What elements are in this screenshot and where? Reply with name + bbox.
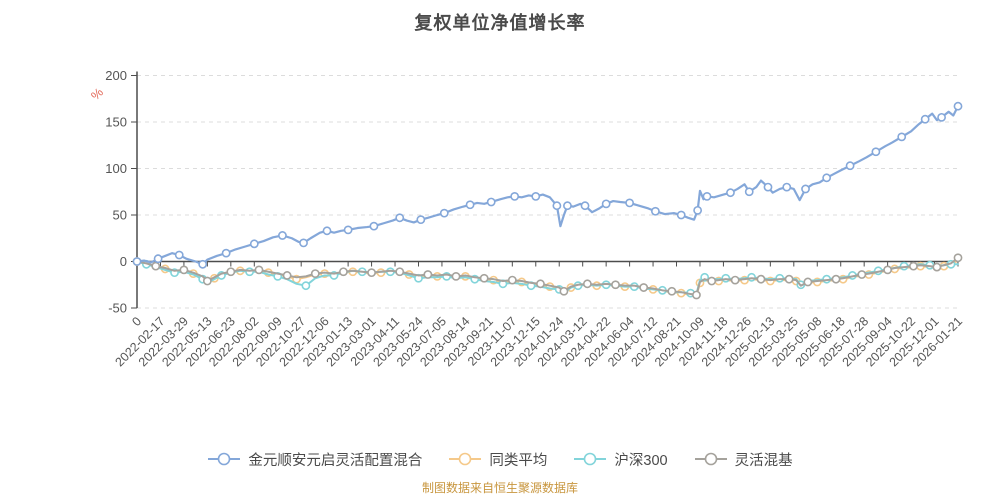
series-marker-3 bbox=[611, 280, 620, 290]
series-marker-3 bbox=[582, 279, 592, 289]
series-marker-3 bbox=[857, 270, 867, 279]
legend-item-0[interactable]: 金元顺安元启灵活配置混合 bbox=[207, 449, 422, 470]
series-marker-3 bbox=[367, 268, 376, 278]
series-marker-3 bbox=[756, 274, 766, 284]
series-marker-3 bbox=[667, 286, 677, 296]
chart-legend: 金元顺安元启灵活配置混合 同类平均 沪深300 灵活混基 bbox=[0, 446, 1000, 472]
series-marker-0 bbox=[510, 191, 520, 201]
series-marker-3 bbox=[692, 290, 701, 300]
series-marker-0 bbox=[563, 201, 572, 211]
series-marker-3 bbox=[226, 267, 236, 277]
series-marker-0 bbox=[744, 187, 754, 197]
legend-line-circle-icon bbox=[208, 452, 241, 466]
series-marker-0 bbox=[937, 112, 946, 122]
series-marker-0 bbox=[953, 101, 963, 111]
series-marker-0 bbox=[822, 173, 832, 183]
series-marker-0 bbox=[465, 200, 475, 210]
series-marker-0 bbox=[845, 161, 855, 171]
series-marker-0 bbox=[439, 208, 449, 218]
data-source-note: 制图数据来自恒生聚源数据库 bbox=[421, 481, 578, 495]
series-marker-0 bbox=[416, 215, 426, 225]
series-marker-3 bbox=[310, 269, 320, 278]
legend-line-circle-icon bbox=[449, 452, 482, 466]
series-marker-0 bbox=[249, 239, 259, 249]
series-marker-3 bbox=[831, 274, 841, 284]
series-marker-3 bbox=[559, 286, 569, 296]
legend-item-2[interactable]: 沪深300 bbox=[573, 449, 668, 470]
chart-title: 复权单位净值增长率 bbox=[414, 13, 586, 33]
series-marker-3 bbox=[479, 273, 489, 283]
series-marker-0 bbox=[763, 182, 773, 192]
series-marker-3 bbox=[730, 275, 740, 285]
series-marker-0 bbox=[395, 213, 405, 223]
series-marker-3 bbox=[639, 283, 649, 292]
series-marker-3 bbox=[536, 279, 545, 289]
series-marker-0 bbox=[726, 188, 735, 198]
y-axis-label: 0 bbox=[120, 254, 127, 269]
series-marker-3 bbox=[395, 267, 405, 277]
series-marker-0 bbox=[486, 197, 496, 207]
series-marker-0 bbox=[693, 205, 703, 215]
series-marker-0 bbox=[221, 248, 231, 258]
legend-label-2: 沪深300 bbox=[614, 452, 668, 469]
legend-label-1: 同类平均 bbox=[489, 452, 548, 469]
series-marker-2 bbox=[301, 281, 311, 291]
series-marker-0 bbox=[153, 254, 163, 264]
y-axis-label: 50 bbox=[113, 208, 127, 223]
series-marker-0 bbox=[897, 132, 907, 142]
x-axis-label: 0 bbox=[129, 314, 144, 329]
series-marker-0 bbox=[601, 199, 611, 209]
y-axis-label: 100 bbox=[105, 161, 127, 176]
series-marker-3 bbox=[932, 262, 942, 272]
series-marker-3 bbox=[151, 261, 161, 271]
series-marker-0 bbox=[174, 250, 184, 260]
series-marker-0 bbox=[343, 225, 353, 235]
series-marker-0 bbox=[871, 147, 881, 157]
series-marker-0 bbox=[782, 182, 792, 192]
series-marker-0 bbox=[625, 198, 634, 208]
series-marker-3 bbox=[909, 261, 918, 271]
y-axis-unit-label: % bbox=[88, 85, 106, 103]
series-marker-3 bbox=[423, 270, 433, 279]
legend-item-3[interactable]: 灵活混基 bbox=[694, 449, 793, 470]
series-marker-3 bbox=[707, 276, 717, 286]
y-axis-label: 200 bbox=[105, 68, 127, 83]
series-marker-3 bbox=[451, 271, 461, 281]
series-marker-0 bbox=[322, 226, 332, 236]
legend-label-3: 灵活混基 bbox=[734, 452, 793, 469]
y-axis-label: 150 bbox=[105, 115, 127, 130]
series-marker-3 bbox=[803, 277, 813, 287]
series-marker-0 bbox=[278, 231, 287, 240]
series-marker-3 bbox=[953, 253, 963, 263]
legend-item-1[interactable]: 同类平均 bbox=[448, 449, 547, 470]
series-marker-3 bbox=[282, 271, 292, 280]
series-marker-0 bbox=[920, 114, 930, 124]
series-marker-0 bbox=[531, 191, 541, 201]
legend-line-circle-icon bbox=[694, 452, 727, 466]
series-marker-0 bbox=[651, 206, 660, 216]
series-marker-0 bbox=[676, 210, 686, 220]
series-marker-0 bbox=[552, 201, 562, 211]
series-marker-3 bbox=[179, 265, 189, 275]
series-marker-3 bbox=[507, 275, 517, 285]
chart-canvas: 200150100500-50%02022-02-172022-03-29202… bbox=[88, 68, 965, 369]
legend-line-circle-icon bbox=[574, 452, 607, 466]
series-marker-0 bbox=[369, 221, 379, 231]
y-axis-label: -50 bbox=[108, 301, 127, 316]
series-marker-3 bbox=[883, 265, 893, 275]
legend-label-0: 金元顺安元启灵活配置混合 bbox=[248, 452, 423, 469]
series-line-0 bbox=[135, 105, 960, 266]
series-marker-0 bbox=[580, 201, 590, 211]
series-marker-0 bbox=[702, 191, 712, 201]
series-marker-0 bbox=[801, 184, 810, 194]
series-marker-3 bbox=[784, 274, 794, 284]
series-marker-3 bbox=[339, 267, 348, 277]
series-marker-3 bbox=[202, 276, 212, 286]
series-marker-0 bbox=[132, 257, 142, 266]
series-marker-0 bbox=[299, 238, 308, 248]
series-marker-0 bbox=[198, 259, 208, 269]
series-marker-3 bbox=[254, 265, 264, 275]
